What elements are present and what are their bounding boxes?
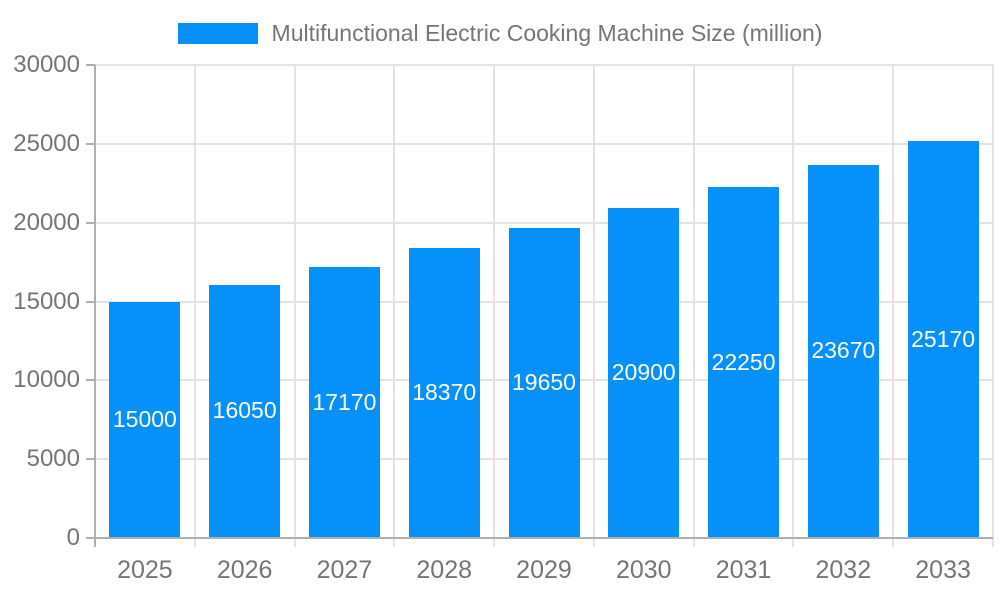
x-tick xyxy=(692,538,695,547)
bar-2029[interactable] xyxy=(508,228,580,538)
x-gridline xyxy=(892,65,895,538)
x-gridline xyxy=(393,65,396,538)
x-tick-label: 2027 xyxy=(316,556,373,584)
y-tick-label: 5000 xyxy=(26,445,80,473)
x-tick xyxy=(992,538,994,547)
legend-label: Multifunctional Electric Cooking Machine… xyxy=(271,19,823,46)
y-gridline xyxy=(95,142,993,145)
bar-2027[interactable] xyxy=(308,267,380,538)
x-tick-label: 2032 xyxy=(815,556,872,584)
x-gridline xyxy=(992,65,994,538)
x-tick xyxy=(393,538,396,547)
x-tick-label: 2033 xyxy=(915,556,971,584)
y-gridline xyxy=(95,221,993,224)
y-tick-label: 15000 xyxy=(13,287,80,315)
y-axis-line xyxy=(94,65,96,547)
x-tick-label: 2031 xyxy=(715,556,772,584)
y-tick-label: 10000 xyxy=(13,366,80,394)
x-tick xyxy=(293,538,296,547)
x-gridline xyxy=(293,65,296,538)
x-tick xyxy=(493,538,496,547)
x-gridline xyxy=(792,65,795,538)
x-gridline xyxy=(193,65,196,538)
x-tick-label: 2026 xyxy=(216,556,273,584)
y-tick-label: 25000 xyxy=(13,129,80,157)
y-tick xyxy=(86,64,95,66)
x-axis-line xyxy=(86,537,993,539)
y-tick-label: 30000 xyxy=(13,51,80,78)
x-gridline xyxy=(592,65,595,538)
y-tick xyxy=(86,142,95,145)
y-tick xyxy=(86,458,95,461)
x-tick-label: 2028 xyxy=(416,556,473,584)
legend[interactable]: Multifunctional Electric Cooking Machine… xyxy=(0,18,1000,48)
bar-2025[interactable] xyxy=(109,301,181,538)
bar-2032[interactable] xyxy=(807,164,879,538)
y-tick xyxy=(86,379,95,382)
x-tick xyxy=(792,538,795,547)
bar-2028[interactable] xyxy=(408,248,480,538)
bar-2030[interactable] xyxy=(608,208,680,538)
legend-swatch xyxy=(177,22,258,44)
x-tick xyxy=(193,538,196,547)
y-gridline xyxy=(95,64,993,66)
bar-2031[interactable] xyxy=(708,187,780,538)
y-tick-label: 0 xyxy=(66,524,80,551)
x-gridline xyxy=(692,65,695,538)
y-tick-label: 20000 xyxy=(13,208,80,236)
x-tick xyxy=(592,538,595,547)
y-tick xyxy=(86,221,95,224)
x-gridline xyxy=(493,65,496,538)
x-tick-label: 2025 xyxy=(117,556,173,584)
bar-2026[interactable] xyxy=(209,284,281,538)
x-tick-label: 2029 xyxy=(516,556,572,584)
x-tick xyxy=(892,538,895,547)
x-tick-label: 2030 xyxy=(615,556,672,584)
bar-2033[interactable] xyxy=(907,141,979,538)
y-tick xyxy=(86,300,95,303)
